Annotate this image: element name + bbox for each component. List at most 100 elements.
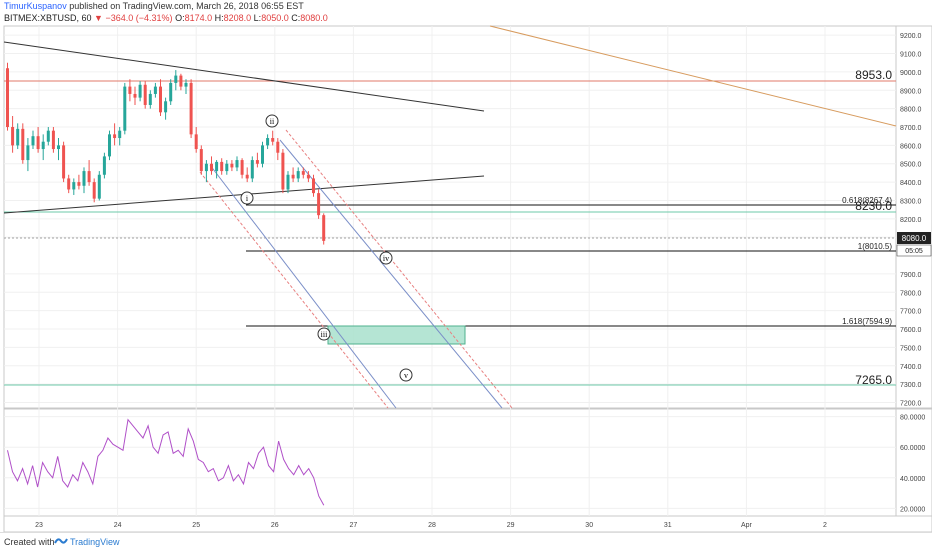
candle-body[interactable] — [128, 86, 132, 94]
channel-upper-blue[interactable] — [279, 139, 503, 409]
candle-body[interactable] — [82, 171, 86, 186]
candle-body[interactable] — [133, 93, 137, 98]
candle-body[interactable] — [97, 174, 101, 199]
candle-body[interactable] — [62, 145, 66, 179]
candle-body[interactable] — [87, 171, 91, 183]
candle-body[interactable] — [46, 130, 50, 142]
current-price-text: 8080.0 — [902, 234, 927, 243]
candle-body[interactable] — [72, 182, 76, 190]
price-axis[interactable] — [895, 25, 932, 409]
candle-body[interactable] — [153, 86, 157, 94]
candle-body[interactable] — [164, 101, 168, 113]
price-pane[interactable] — [3, 25, 897, 409]
level-8230-label: 8230.0 — [855, 199, 892, 213]
candle-body[interactable] — [108, 134, 111, 157]
time-tick-label: 24 — [114, 522, 122, 529]
candle-body[interactable] — [113, 134, 117, 139]
wave-text-ii: ii — [270, 117, 275, 126]
wave-label-iii[interactable]: iii — [317, 327, 331, 341]
candle-body[interactable] — [199, 149, 203, 172]
candle-body[interactable] — [250, 160, 254, 179]
candle-body[interactable] — [261, 145, 264, 164]
candle-body[interactable] — [189, 82, 193, 135]
candle-body[interactable] — [67, 178, 71, 190]
countdown-text: 05:05 — [905, 248, 923, 255]
candle-body[interactable] — [291, 174, 295, 179]
price-tick-label: 8500.0 — [900, 162, 922, 169]
candle-body[interactable] — [210, 163, 213, 172]
time-axis[interactable] — [3, 515, 932, 533]
price-tick-label: 8300.0 — [900, 198, 922, 205]
time-tick-label: Apr — [741, 522, 753, 529]
candle-body[interactable] — [6, 68, 9, 128]
candle-body[interactable] — [271, 138, 275, 142]
candle-body[interactable] — [215, 161, 219, 172]
high-label: H: — [214, 13, 224, 23]
candle-body[interactable] — [51, 130, 55, 150]
rsi-tick-label: 80.0000 — [900, 415, 925, 422]
candle-body[interactable] — [317, 193, 321, 216]
candle-body[interactable] — [159, 86, 162, 113]
candle-body[interactable] — [92, 182, 96, 199]
candle-body[interactable] — [169, 82, 173, 102]
wave-label-iv[interactable]: iv — [379, 251, 393, 265]
candle-body[interactable] — [77, 182, 81, 186]
price-tick-label: 8600.0 — [900, 143, 922, 150]
tradingview-logo-icon[interactable] — [54, 536, 68, 546]
candle-body[interactable] — [118, 130, 122, 139]
candle-body[interactable] — [220, 161, 224, 172]
candle-body[interactable] — [21, 128, 25, 161]
candle-body[interactable] — [184, 82, 188, 87]
candle-body[interactable] — [286, 174, 290, 190]
candle-body[interactable] — [174, 75, 178, 83]
candle-body[interactable] — [225, 163, 229, 172]
wave-label-v[interactable]: v — [399, 368, 413, 382]
target-zone[interactable] — [327, 325, 466, 345]
candle-body[interactable] — [230, 163, 234, 168]
candle-body[interactable] — [41, 141, 45, 150]
candle-body[interactable] — [143, 84, 147, 105]
candle-body[interactable] — [57, 145, 60, 150]
price-tick-label: 8700.0 — [900, 125, 922, 132]
candle-body[interactable] — [235, 160, 239, 168]
candle-body[interactable] — [281, 152, 285, 190]
candle-body[interactable] — [123, 86, 127, 131]
candle-body[interactable] — [36, 136, 40, 150]
candle-body[interactable] — [31, 136, 35, 146]
candle-body[interactable] — [240, 160, 244, 175]
candle-body[interactable] — [11, 127, 15, 146]
candle-body[interactable] — [266, 138, 270, 146]
author-link[interactable]: TimurKuspanov — [4, 1, 67, 11]
rsi-pane[interactable] — [3, 408, 897, 517]
time-tick-label: 25 — [192, 522, 200, 529]
candle-body[interactable] — [16, 128, 20, 146]
candles — [6, 62, 326, 245]
candle-body[interactable] — [245, 174, 249, 179]
candle-body[interactable] — [194, 134, 198, 150]
candle-body[interactable] — [26, 145, 30, 161]
channel-lower-blue[interactable] — [209, 164, 397, 409]
candle-body[interactable] — [306, 174, 310, 179]
candle-body[interactable] — [204, 163, 208, 172]
upper-trendline[interactable] — [3, 41, 485, 112]
candle-body[interactable] — [276, 141, 280, 153]
candle-body[interactable] — [138, 84, 142, 98]
candle-body[interactable] — [301, 171, 305, 175]
orange-trendline[interactable] — [489, 25, 897, 127]
channel-lower-red[interactable] — [199, 171, 389, 409]
time-ticks: 23 24 25 26 27 28 29 30 31 Apr 2 — [35, 522, 827, 529]
candle-body[interactable] — [148, 93, 152, 105]
wave-label-ii[interactable]: ii — [265, 114, 279, 128]
price-tick-label: 8900.0 — [900, 88, 922, 95]
candle-body[interactable] — [296, 171, 300, 179]
tradingview-brand-link[interactable]: TradingView — [70, 537, 120, 547]
rsi-axis[interactable] — [895, 408, 932, 517]
candle-body[interactable] — [179, 75, 183, 87]
candle-body[interactable] — [322, 215, 326, 241]
candle-body[interactable] — [312, 178, 315, 194]
wave-label-i[interactable]: i — [240, 191, 254, 205]
candle-body[interactable] — [102, 156, 106, 175]
symbol-label[interactable]: BITMEX:XBTUSD, 60 — [4, 13, 92, 23]
candle-body[interactable] — [255, 160, 259, 164]
